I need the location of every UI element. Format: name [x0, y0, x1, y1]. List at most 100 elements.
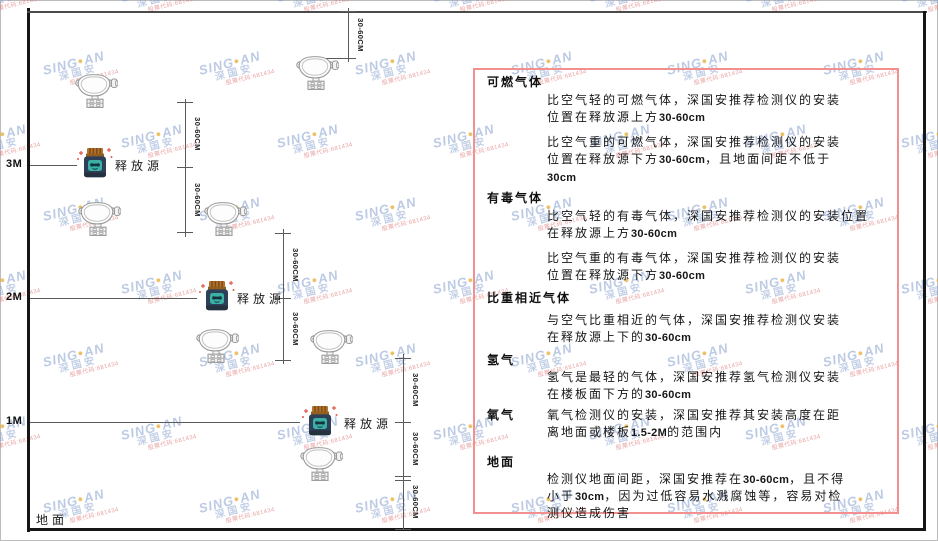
ceiling-line — [27, 11, 927, 13]
floor-line — [27, 528, 926, 531]
section-paragraphs: 检测仪地面间距，深国安推荐在30-60cm，且不得 小于30cm，因为过低容易水溅… — [547, 471, 885, 521]
dimension-tick — [395, 476, 411, 477]
watermark-brand-suffix: AN — [238, 48, 263, 68]
watermark-company-text: 深国安 — [136, 0, 177, 11]
paragraph: 比空气重的可燃气体，深国安推荐检测仪的安装 位置在释放源下方30-60cm，且地面… — [547, 134, 885, 187]
watermark-company-text: 深国安 — [136, 282, 177, 303]
watermark-stock-code-text: 股票代码:681434 — [225, 69, 276, 88]
watermark-stock-code-text: 股票代码:681434 — [381, 215, 432, 234]
watermark-company-text: 深国安 — [58, 355, 99, 376]
dimension-label: 30-60CM — [356, 18, 365, 52]
watermark-brand-prefix: SING — [0, 420, 2, 443]
watermark-brand-text: SING●AN — [431, 0, 506, 5]
watermark-brand-prefix: SING — [0, 128, 2, 151]
watermark-brand-text: SING●AN — [0, 0, 38, 5]
watermark-brand-prefix: SING — [41, 346, 80, 370]
watermark-brand-text: SING●AN — [353, 339, 428, 370]
watermark-stock-code-text: 股票代码:681434 — [0, 434, 42, 453]
watermark-dot-icon: ● — [232, 493, 242, 505]
paragraph-line: 比空气轻的可燃气体，深国安推荐检测仪的安装 — [547, 93, 842, 107]
section-ground: 地面 检测仪地面间距，深国安推荐在30-60cm，且不得 小于30cm，因为过低容易… — [487, 454, 885, 521]
watermark-brand-suffix: AN — [394, 194, 419, 214]
watermark-company-text: 深国安 — [0, 136, 21, 157]
watermark-dot-icon: ● — [934, 420, 938, 432]
watermark-brand-prefix: SING — [743, 0, 781, 5]
watermark-company-text: 深国安 — [370, 63, 411, 84]
paragraph: 与空气比重相近的气体，深国安推荐检测仪安装 在释放源上下的30-60cm — [547, 312, 885, 347]
section-heading-oxygen: 氧气 — [487, 408, 516, 422]
watermark-dot-icon: ● — [154, 274, 164, 286]
paragraph-line: 比空气重的可燃气体，深国安推荐检测仪的安装 — [547, 135, 842, 149]
watermark-brand-suffix: AN — [82, 340, 107, 360]
paragraph: 比空气重的有毒气体，深国安推荐检测仪的安装 位置在释放源下方30-60cm — [547, 250, 885, 285]
watermark-brand-suffix: AN — [316, 121, 341, 141]
watermark-stock-code-text: 股票代码:681434 — [303, 288, 354, 307]
watermark-brand-suffix: AN — [238, 340, 263, 360]
watermark-stock-code-text: 股票代码:681434 — [927, 288, 938, 307]
paragraph-line: 位置在释放源下方30-60cm，且地面间距不低于 — [547, 152, 832, 166]
watermark-brand-suffix: AN — [394, 48, 419, 68]
watermark-brand-text: SING●AN — [275, 120, 350, 151]
paragraph-line: 位置在释放源上方30-60cm — [547, 110, 706, 124]
watermark-company-text: 深国安 — [370, 209, 411, 230]
left-wall — [27, 8, 30, 532]
watermark-brand-text: SING●AN — [0, 120, 38, 151]
watermark-company-text: 深国安 — [214, 63, 255, 84]
watermark-brand-prefix: SING — [899, 419, 938, 443]
dimension-tick — [395, 480, 411, 481]
watermark-dot-icon: ● — [310, 128, 320, 140]
watermark-brand-prefix: SING — [197, 54, 236, 78]
leader-line — [30, 422, 300, 423]
watermark-dot-icon: ● — [388, 493, 398, 505]
watermark-dot-icon: ● — [232, 55, 242, 67]
dimension-label: 30-60CM — [291, 248, 300, 282]
watermark-company-text: 深国安 — [916, 428, 938, 449]
watermark-company-text: 深国安 — [916, 136, 938, 157]
watermark-company-text: 深国安 — [916, 282, 938, 303]
watermark-brand-suffix: AN — [82, 486, 107, 506]
watermark-brand-prefix: SING — [899, 127, 938, 151]
release-source-icon — [197, 280, 237, 314]
watermark-dot-icon: ● — [856, 55, 866, 67]
watermark-company-text: 深国安 — [292, 136, 333, 157]
dimension-line — [283, 229, 284, 364]
section-heading-similar-density-gas: 比重相近气体 — [487, 291, 572, 305]
release-source-icon — [75, 147, 115, 181]
leader-line — [30, 165, 77, 166]
dimension-line — [403, 354, 404, 530]
gas-detector-icon — [307, 326, 353, 364]
gas-detector-icon — [193, 325, 239, 363]
paragraph: 比空气轻的有毒气体，深国安推荐检测仪的安装位置 在释放源上方30-60cm — [547, 208, 885, 243]
watermark-brand-prefix: SING — [431, 419, 470, 443]
gas-detector-icon — [75, 198, 121, 236]
paragraph-line: 小于30cm，因为过低容易水溅腐蚀等，容易对检 — [547, 489, 843, 503]
gas-detector-icon — [72, 70, 118, 108]
watermark-brand-text: SING●AN — [587, 0, 662, 5]
watermark-brand-suffix: AN — [706, 48, 731, 68]
paragraph-line: 在释放源上方30-60cm — [547, 226, 678, 240]
watermark-brand-prefix: SING — [119, 0, 157, 5]
dimension-tick — [322, 58, 356, 59]
watermark-dot-icon: ● — [544, 55, 554, 67]
watermark-dot-icon: ● — [934, 128, 938, 140]
watermark-dot-icon: ● — [0, 128, 8, 140]
watermark-company-text: 深国安 — [0, 428, 21, 449]
paragraph-line: 比空气重的有毒气体，深国安推荐检测仪的安装 — [547, 251, 842, 265]
paragraph-line: 位置在释放源下方30-60cm — [547, 268, 706, 282]
section-combustible-gas: 可燃气体 比空气轻的可燃气体，深国安推荐检测仪的安装 位置在释放源上方30-60cm… — [487, 74, 885, 187]
section-paragraphs: 比空气轻的可燃气体，深国安推荐检测仪的安装 位置在释放源上方30-60cm 比空气重… — [547, 92, 885, 187]
release-source-label: 释放源 — [115, 159, 164, 173]
paragraph-line: 离地面或楼板1.5-2M的范围内 — [547, 425, 724, 439]
section-similar-density-gas: 比重相近气体与空气比重相近的气体，深国安推荐检测仪安装 在释放源上下的30-60c… — [487, 290, 885, 347]
dimension-label: 30-60CM — [411, 432, 420, 466]
section-paragraphs: 比空气轻的有毒气体，深国安推荐检测仪的安装位置 在释放源上方30-60cm 比空气重… — [547, 208, 885, 285]
